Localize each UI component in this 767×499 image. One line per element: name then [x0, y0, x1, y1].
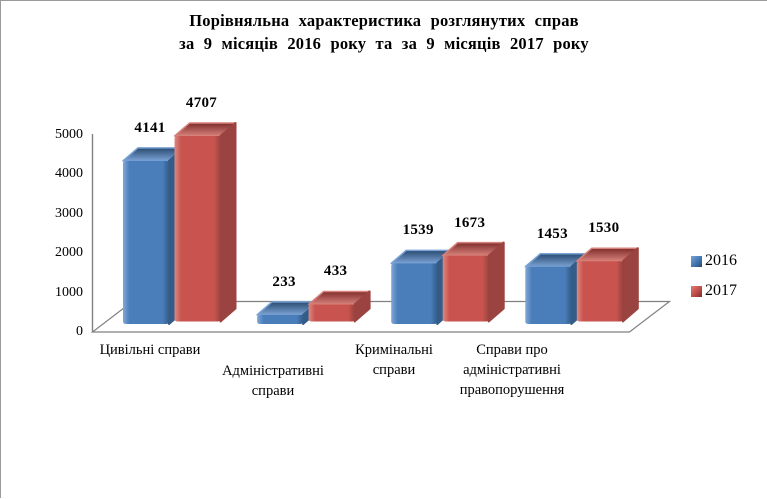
- y-axis-tick-label: 1000: [55, 284, 83, 300]
- data-label-2016-cat2: 233: [272, 273, 296, 290]
- data-label-2017-cat1: 4707: [185, 95, 218, 112]
- legend-item-2017: 2017: [691, 283, 737, 299]
- category-label-2: Адміністративні справи: [222, 363, 324, 399]
- data-label-2017-cat4: 1530: [588, 220, 620, 237]
- legend-marker-2016-icon: [691, 255, 702, 267]
- floor-3d: [90, 300, 672, 333]
- y-axis-tick-label: 2000: [55, 245, 83, 261]
- category-label-3: Кримінальні справи: [355, 342, 433, 378]
- bar-2017-cat1: [173, 122, 237, 323]
- bar-2017-cat3: [441, 241, 505, 323]
- bar-2017-cat4: [576, 247, 639, 323]
- data-label-2017-cat3: 1673: [454, 214, 486, 231]
- chart-title-line-1: Порівняльна характеристика розглянутих с…: [189, 11, 579, 30]
- y-axis-tick-label: 3000: [55, 205, 83, 221]
- category-label-1: Цивільні справи: [99, 342, 201, 358]
- y-axis-tick-label: 4000: [55, 166, 83, 182]
- data-label-2017-cat2: 433: [323, 263, 348, 280]
- legend-marker-2017-icon: [691, 285, 702, 297]
- legend-label-2016: 2016: [705, 252, 737, 269]
- y-axis-tick-label: 0: [76, 324, 83, 339]
- category-label-4: Справи про адміністративні правопорушенн…: [459, 342, 565, 398]
- legend-label-2017: 2017: [705, 282, 737, 299]
- bar-2017-cat2: [307, 290, 371, 323]
- data-label-2016-cat4: 1453: [536, 225, 568, 242]
- data-label-2016-cat1: 4141: [134, 119, 166, 136]
- legend: 2016 2017: [691, 253, 737, 313]
- chart-title-line-2: за 9 місяців 2016 року та за 9 місяців 2…: [179, 34, 589, 53]
- y-axis-tick-label: 5000: [55, 127, 83, 142]
- legend-item-2016: 2016: [691, 253, 737, 269]
- data-label-2016-cat3: 1539: [402, 222, 434, 239]
